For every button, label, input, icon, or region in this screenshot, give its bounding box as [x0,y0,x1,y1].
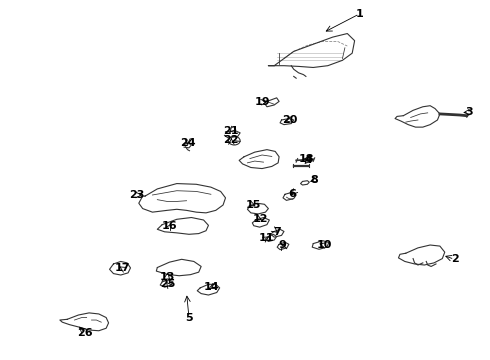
Text: 22: 22 [223,135,239,145]
Text: 13: 13 [159,272,175,282]
Text: 1: 1 [356,9,364,19]
Text: 7: 7 [273,227,281,237]
Text: 5: 5 [185,312,193,323]
Text: 6: 6 [288,189,296,199]
Text: 25: 25 [160,279,176,289]
Text: 15: 15 [246,200,262,210]
Text: 18: 18 [299,154,315,163]
Text: 23: 23 [129,190,145,200]
Text: 8: 8 [310,175,318,185]
Text: 4: 4 [304,156,312,165]
Text: 21: 21 [223,126,239,136]
Text: 16: 16 [162,221,177,231]
Text: 24: 24 [180,138,196,148]
Text: 12: 12 [253,214,269,224]
Text: 14: 14 [204,282,220,292]
Text: 2: 2 [451,254,458,264]
Text: 3: 3 [466,107,473,117]
Text: 9: 9 [279,240,287,250]
Text: 17: 17 [115,263,130,273]
Text: 11: 11 [259,233,275,243]
Text: 10: 10 [316,240,332,250]
Text: 26: 26 [77,328,93,338]
Text: 19: 19 [254,97,270,107]
Text: 20: 20 [282,115,297,125]
